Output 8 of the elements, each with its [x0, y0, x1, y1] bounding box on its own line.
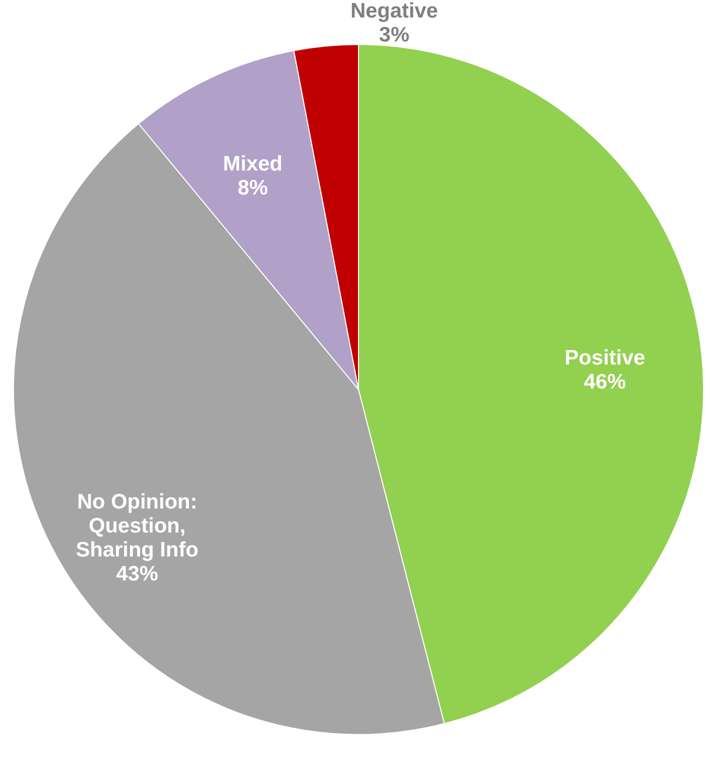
data-label: 3%	[379, 24, 410, 47]
slice-label: Negative	[350, 0, 438, 23]
data-label: 46%	[584, 370, 626, 394]
data-label: 8%	[238, 176, 268, 200]
data-label: 43%	[116, 562, 159, 586]
slice-label: No Opinion: Question, Sharing Info	[76, 490, 198, 562]
slice-label: Mixed	[222, 152, 282, 176]
slice-label: Positive	[564, 346, 646, 370]
